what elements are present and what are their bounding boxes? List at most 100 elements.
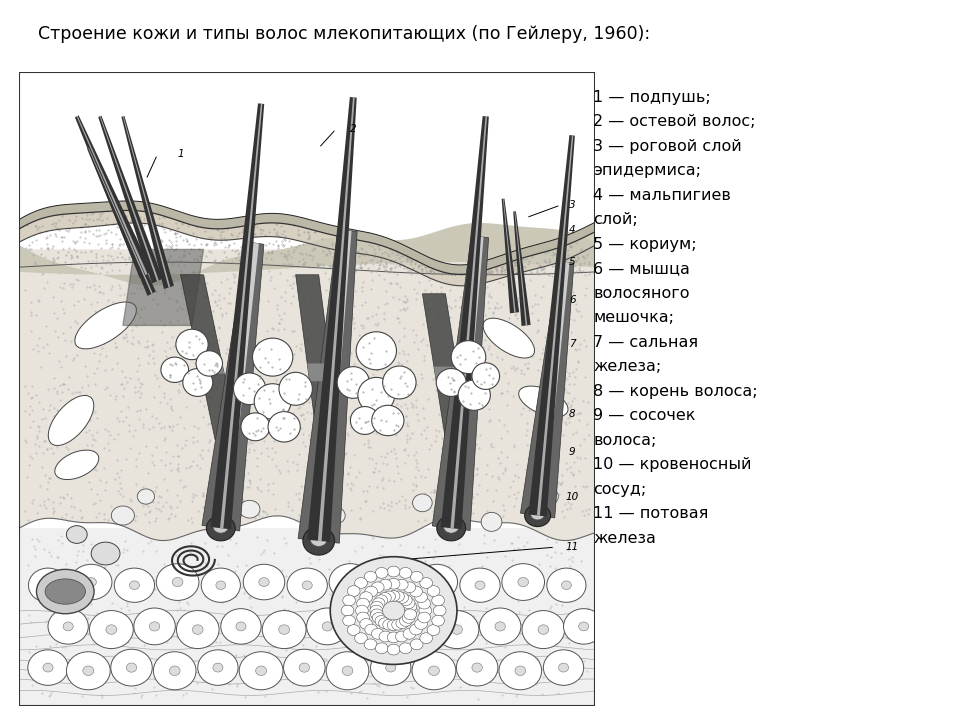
Polygon shape <box>503 199 516 312</box>
Ellipse shape <box>29 568 67 603</box>
Ellipse shape <box>233 373 266 405</box>
Ellipse shape <box>241 413 270 441</box>
Polygon shape <box>123 249 204 325</box>
Ellipse shape <box>202 568 240 603</box>
Ellipse shape <box>444 519 459 533</box>
Text: 6 — мышца: 6 — мышца <box>593 261 690 276</box>
Ellipse shape <box>350 407 379 434</box>
Ellipse shape <box>522 611 564 649</box>
Ellipse shape <box>91 542 120 565</box>
Text: сосуд;: сосуд; <box>593 482 646 497</box>
Ellipse shape <box>399 595 412 606</box>
Ellipse shape <box>543 650 584 685</box>
Ellipse shape <box>357 598 370 609</box>
Ellipse shape <box>412 652 456 690</box>
Ellipse shape <box>387 566 400 577</box>
Ellipse shape <box>540 488 559 505</box>
Polygon shape <box>422 294 468 439</box>
Ellipse shape <box>326 652 369 690</box>
Ellipse shape <box>456 649 498 686</box>
Ellipse shape <box>130 581 139 590</box>
Ellipse shape <box>83 666 94 675</box>
Ellipse shape <box>375 616 388 626</box>
Ellipse shape <box>364 572 377 582</box>
Ellipse shape <box>428 666 440 675</box>
Ellipse shape <box>343 595 355 606</box>
Text: 2: 2 <box>350 124 356 134</box>
Ellipse shape <box>329 564 372 600</box>
Ellipse shape <box>413 494 432 512</box>
Ellipse shape <box>348 625 360 636</box>
Ellipse shape <box>410 586 422 597</box>
Ellipse shape <box>330 557 457 665</box>
Ellipse shape <box>343 616 355 626</box>
Polygon shape <box>528 135 575 516</box>
Ellipse shape <box>337 366 370 398</box>
Polygon shape <box>502 199 519 313</box>
Ellipse shape <box>562 581 571 590</box>
Ellipse shape <box>432 577 442 587</box>
Text: 10: 10 <box>565 492 579 502</box>
Text: железа: железа <box>593 531 656 546</box>
Ellipse shape <box>341 606 354 616</box>
Ellipse shape <box>45 579 85 604</box>
Ellipse shape <box>547 568 586 603</box>
Ellipse shape <box>378 618 392 629</box>
Ellipse shape <box>409 622 419 631</box>
Ellipse shape <box>213 519 228 533</box>
Text: 5: 5 <box>569 257 575 267</box>
Ellipse shape <box>342 666 353 675</box>
Text: 1 — подпушь;: 1 — подпушь; <box>593 90 711 105</box>
Text: 3: 3 <box>569 200 575 210</box>
Ellipse shape <box>345 577 356 587</box>
Ellipse shape <box>137 489 155 504</box>
Ellipse shape <box>36 570 94 613</box>
Ellipse shape <box>371 601 383 612</box>
Ellipse shape <box>176 329 208 360</box>
Polygon shape <box>123 116 170 287</box>
Ellipse shape <box>254 384 291 419</box>
Polygon shape <box>19 528 595 706</box>
Ellipse shape <box>458 380 491 410</box>
Ellipse shape <box>283 649 325 686</box>
Ellipse shape <box>389 581 398 590</box>
Ellipse shape <box>403 582 416 593</box>
Ellipse shape <box>110 649 153 686</box>
Polygon shape <box>514 211 531 326</box>
Ellipse shape <box>372 582 384 593</box>
Ellipse shape <box>372 629 384 639</box>
Ellipse shape <box>364 639 377 649</box>
Text: мешочка;: мешочка; <box>593 310 674 325</box>
Ellipse shape <box>415 618 427 629</box>
Ellipse shape <box>133 608 176 645</box>
Ellipse shape <box>394 608 434 644</box>
Ellipse shape <box>310 531 327 546</box>
Ellipse shape <box>472 363 499 390</box>
Text: 6: 6 <box>569 295 575 305</box>
Text: 7 — сальная: 7 — сальная <box>593 335 699 350</box>
Ellipse shape <box>387 590 400 601</box>
Polygon shape <box>520 261 574 518</box>
Ellipse shape <box>259 577 269 587</box>
Ellipse shape <box>396 593 409 603</box>
Ellipse shape <box>372 598 385 608</box>
Ellipse shape <box>383 619 396 630</box>
Ellipse shape <box>396 580 408 590</box>
Polygon shape <box>210 104 264 529</box>
Ellipse shape <box>559 663 568 672</box>
Ellipse shape <box>357 612 370 623</box>
Ellipse shape <box>365 625 376 634</box>
Text: 1: 1 <box>178 149 183 159</box>
Polygon shape <box>100 116 158 282</box>
Polygon shape <box>98 116 163 284</box>
Ellipse shape <box>177 611 219 649</box>
Ellipse shape <box>517 577 529 587</box>
Ellipse shape <box>386 663 396 672</box>
Ellipse shape <box>356 332 396 370</box>
Text: 4: 4 <box>569 225 575 235</box>
Ellipse shape <box>70 564 112 600</box>
Ellipse shape <box>531 508 544 520</box>
Polygon shape <box>318 97 354 541</box>
Ellipse shape <box>387 632 400 643</box>
Ellipse shape <box>502 564 544 600</box>
